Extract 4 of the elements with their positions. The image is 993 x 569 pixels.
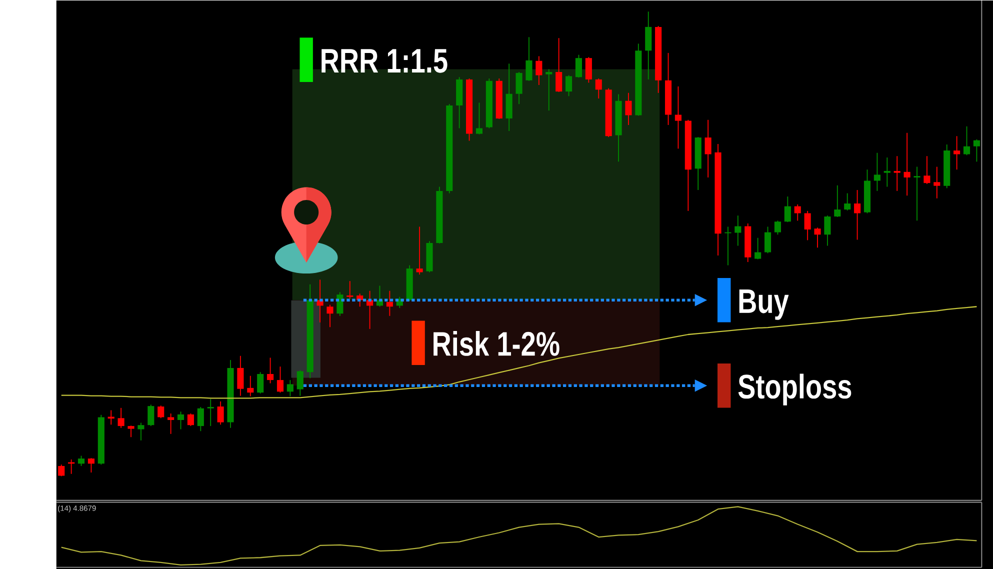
band-label: Risk 1-2% [434,330,560,356]
ref-line-label: Buy [739,289,789,320]
band-label: RRR 1:1.5 [322,49,448,73]
ref-line-label: Stoploss [738,374,852,406]
